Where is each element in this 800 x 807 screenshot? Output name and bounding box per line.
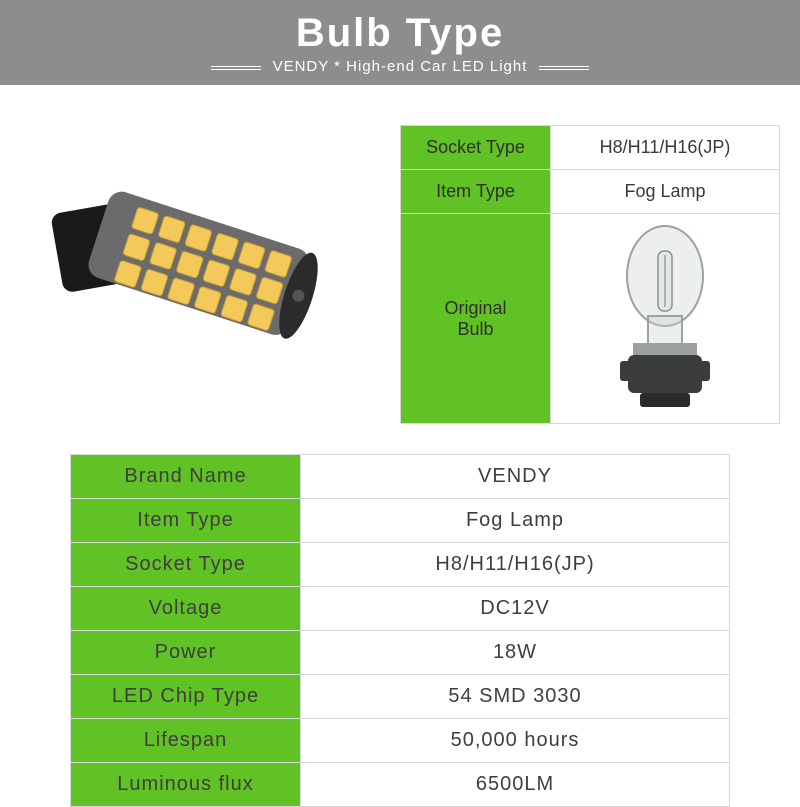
top-section: Socket Type H8/H11/H16(JP) Item Type Fog… [0, 85, 800, 444]
bulb-type-table: Socket Type H8/H11/H16(JP) Item Type Fog… [400, 125, 780, 424]
spec-label: Item Type [71, 499, 301, 543]
main-spec-section: Brand NameVENDYItem TypeFog LampSocket T… [0, 444, 800, 807]
led-bulb-icon [35, 135, 375, 365]
table-row: Power18W [71, 631, 730, 675]
spec-value: H8/H11/H16(JP) [301, 543, 730, 587]
spec-value: H8/H11/H16(JP) [551, 126, 780, 170]
spec-value: 50,000 hours [301, 719, 730, 763]
header-subtitle: VENDY * High-end Car LED Light [273, 58, 528, 75]
page-title: Bulb Type [296, 11, 504, 56]
table-row: Item TypeFog Lamp [71, 499, 730, 543]
spec-label: Original Bulb [401, 214, 551, 424]
spec-label: Item Type [401, 170, 551, 214]
spec-value: 18W [301, 631, 730, 675]
table-row: VoltageDC12V [71, 587, 730, 631]
spec-label: LED Chip Type [71, 675, 301, 719]
led-bulb-product-image [20, 125, 390, 375]
table-row: Socket Type H8/H11/H16(JP) [401, 126, 780, 170]
header-subtitle-row: VENDY * High-end Car LED Light [211, 58, 590, 75]
spec-value: VENDY [301, 455, 730, 499]
table-row: Brand NameVENDY [71, 455, 730, 499]
header-banner: Bulb Type VENDY * High-end Car LED Light [0, 0, 800, 85]
spec-value: Fog Lamp [301, 499, 730, 543]
table-row: LED Chip Type54 SMD 3030 [71, 675, 730, 719]
table-row: Original Bulb [401, 214, 780, 424]
halogen-bulb-icon [600, 221, 730, 411]
main-spec-table: Brand NameVENDYItem TypeFog LampSocket T… [70, 454, 730, 807]
spec-value: Fog Lamp [551, 170, 780, 214]
table-row: Item Type Fog Lamp [401, 170, 780, 214]
decorative-line-right [539, 66, 589, 67]
table-row: Lifespan50,000 hours [71, 719, 730, 763]
spec-label: Brand Name [71, 455, 301, 499]
spec-value: 54 SMD 3030 [301, 675, 730, 719]
spec-label: Power [71, 631, 301, 675]
spec-label: Socket Type [71, 543, 301, 587]
spec-label: Socket Type [401, 126, 551, 170]
spec-label: Voltage [71, 587, 301, 631]
decorative-line-left [211, 66, 261, 67]
spec-label: Lifespan [71, 719, 301, 763]
original-bulb-image-cell [551, 214, 780, 424]
table-row: Socket TypeH8/H11/H16(JP) [71, 543, 730, 587]
spec-value: DC12V [301, 587, 730, 631]
